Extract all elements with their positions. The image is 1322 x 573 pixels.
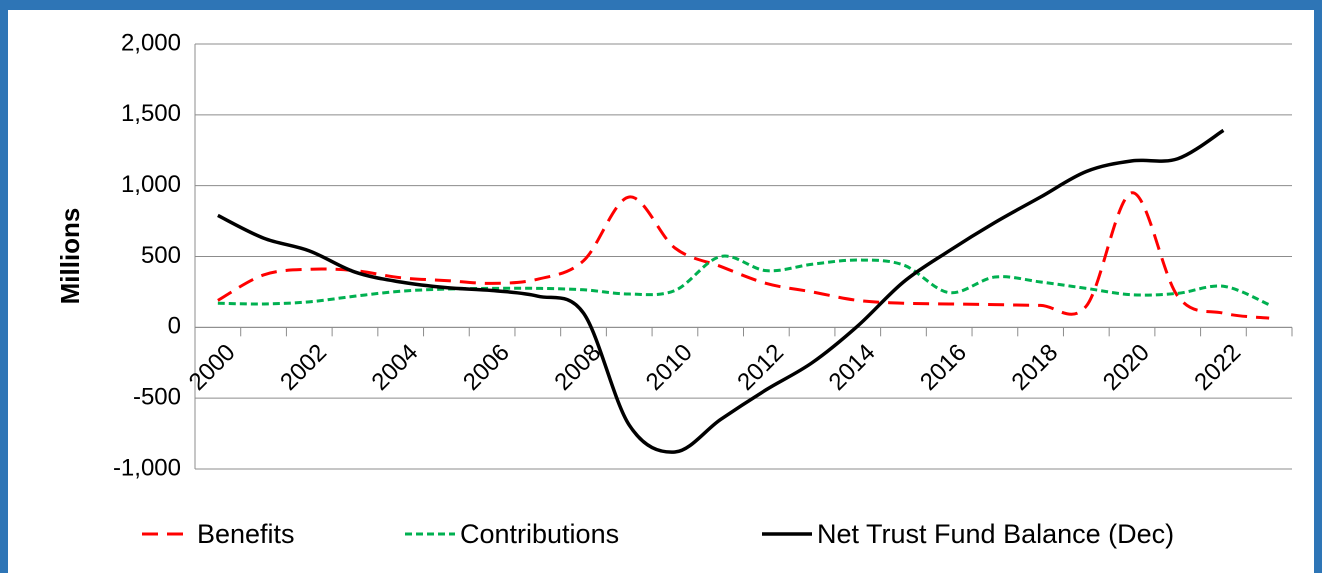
- legend-label: Benefits: [197, 519, 295, 549]
- legend-label: Net Trust Fund Balance (Dec): [817, 519, 1174, 549]
- y-tick-label: 1,500: [121, 100, 181, 127]
- legend-label: Contributions: [460, 519, 619, 549]
- y-tick-label: -500: [133, 384, 181, 411]
- series-line: [217, 254, 1270, 307]
- y-tick-label: 1,000: [121, 171, 181, 198]
- y-tick-label: 500: [141, 242, 181, 269]
- series-line: [217, 128, 1225, 454]
- y-tick-label: 2,000: [121, 29, 181, 56]
- series-line: [217, 191, 1270, 320]
- y-axis-title: Millions: [55, 208, 85, 305]
- chart-background: [8, 10, 1314, 573]
- y-tick-label: -1,000: [113, 454, 181, 481]
- y-tick-label: 0: [168, 313, 181, 340]
